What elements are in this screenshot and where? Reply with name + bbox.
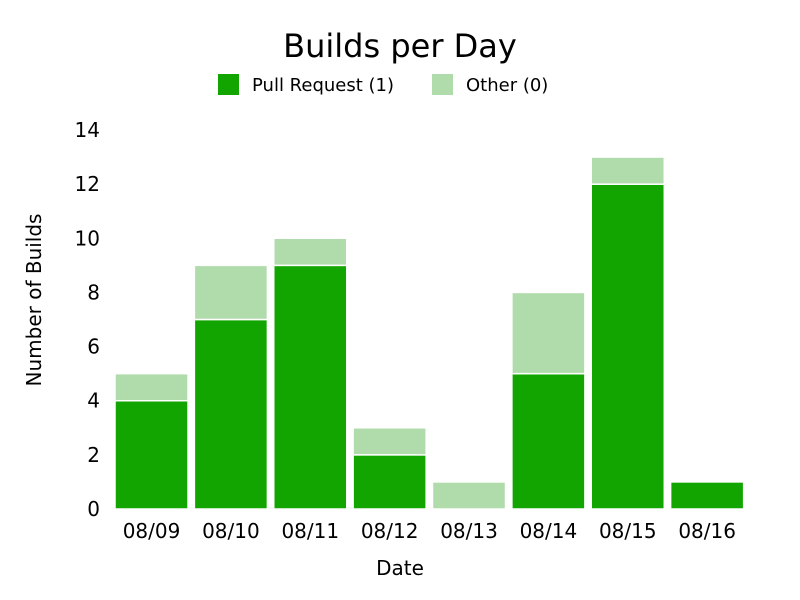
x-tick-label: 08/13 (440, 519, 498, 543)
bar-segment-other-08-10 (193, 264, 269, 321)
bar-segment-pull-request-08-09 (114, 399, 189, 510)
x-tick-label: 08/10 (202, 519, 260, 543)
x-tick-label: 08/15 (599, 519, 657, 543)
bars (114, 156, 745, 510)
legend-label-other: Other (0) (466, 75, 548, 96)
bar-segment-other-08-12 (352, 427, 427, 456)
y-axis-label: Number of Builds (22, 214, 46, 387)
bar-segment-pull-request-08-16 (669, 481, 745, 510)
x-tick-label: 08/12 (361, 519, 419, 543)
x-tick-label: 08/14 (520, 519, 578, 543)
chart-title: Builds per Day (283, 27, 517, 65)
y-tick-label: 8 (87, 280, 100, 304)
y-tick-label: 10 (75, 226, 100, 250)
bar-segment-other-08-15 (590, 156, 666, 185)
x-tick-label: 08/11 (281, 519, 339, 543)
bar-segment-other-08-09 (114, 372, 189, 402)
x-axis-ticks: 08/09 08/10 08/11 08/12 08/13 08/14 08/15 08/16 (123, 519, 736, 543)
x-tick-label: 08/16 (678, 519, 736, 543)
y-tick-label: 0 (87, 497, 100, 521)
x-axis-label: Date (376, 556, 424, 580)
x-tick-label: 08/09 (123, 519, 181, 543)
y-axis-ticks: 0 2 4 6 8 10 12 14 (75, 118, 100, 521)
y-tick-label: 6 (87, 335, 100, 359)
bar-segment-pull-request-08-15 (590, 183, 666, 510)
y-tick-label: 2 (87, 443, 100, 467)
legend-swatch-other (432, 74, 453, 95)
bar-segment-other-08-11 (273, 237, 348, 267)
y-tick-label: 14 (75, 118, 100, 142)
bar-segment-pull-request-08-12 (352, 454, 427, 510)
legend-swatch-pull-request (218, 74, 239, 95)
bar-segment-other-08-13 (431, 481, 507, 510)
bar-segment-pull-request-08-11 (273, 264, 348, 510)
bar-segment-pull-request-08-10 (193, 318, 269, 510)
bar-segment-other-08-14 (511, 291, 586, 375)
y-tick-label: 12 (75, 172, 100, 196)
legend: Pull Request (1) Other (0) (218, 74, 548, 96)
y-tick-label: 4 (87, 389, 100, 413)
legend-label-pull-request: Pull Request (1) (252, 75, 394, 96)
bar-segment-pull-request-08-14 (511, 372, 586, 510)
